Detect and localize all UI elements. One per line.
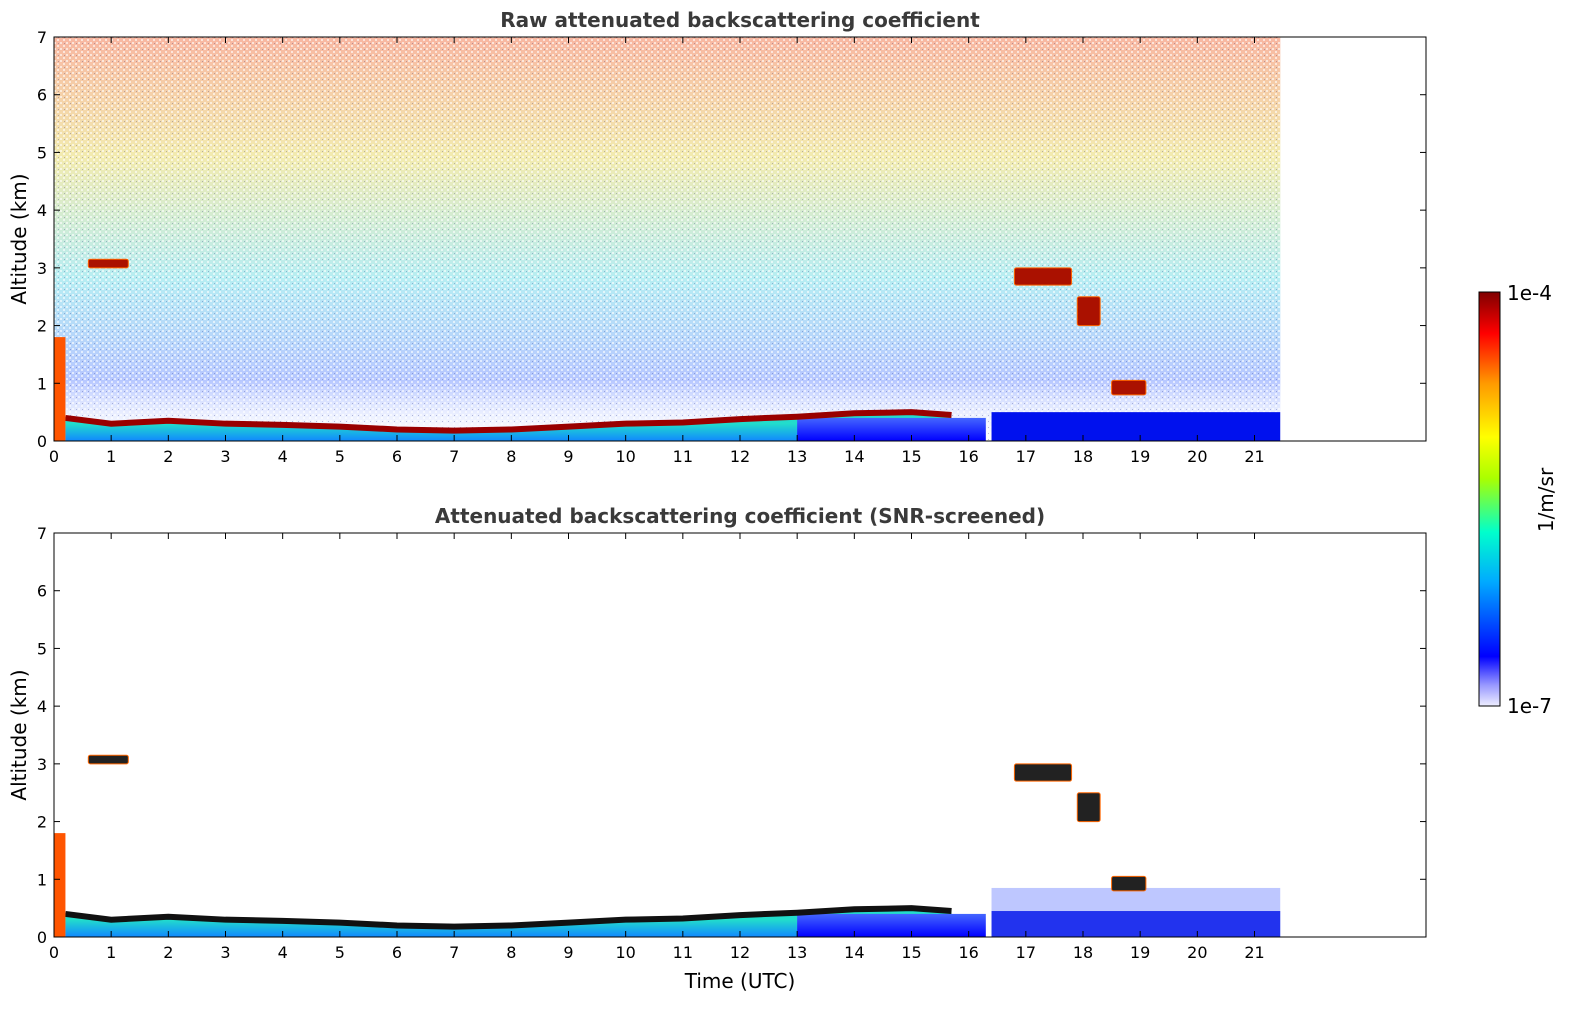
x-tick-label: 2 (163, 447, 173, 466)
cloud-layer (1013, 267, 1073, 286)
cloud-layer (1111, 379, 1147, 396)
raw-low-blue-late (991, 412, 1281, 441)
x-tick-label: 11 (673, 943, 693, 962)
low-blue-region (797, 913, 986, 937)
x-tick-label: 16 (958, 447, 978, 466)
y-tick-label: 1 (37, 374, 47, 393)
x-tick-label: 0 (49, 447, 59, 466)
panel1-y-ticks: 0 1 2 3 4 5 6 7 (37, 28, 1426, 451)
x-tick-label: 4 (278, 447, 288, 466)
panel2-x-ticks: 0 1 2 3 4 5 6 7 8 9 10 11 12 13 14 15 16 17 18 19 20 21 (49, 533, 1265, 962)
boundary-layer-top-line (65, 409, 952, 434)
colorbar: 1e-4 1e-7 1/m/sr (1478, 281, 1558, 718)
x-tick-label: 8 (506, 943, 516, 962)
x-tick-label: 21 (1244, 447, 1264, 466)
y-tick-label: 2 (37, 813, 47, 832)
y-tick-label: 0 (37, 928, 47, 947)
x-tick-label: 5 (335, 943, 345, 962)
y-tick-label: 4 (37, 201, 47, 220)
panel1-data (54, 37, 1281, 441)
x-tick-label: 7 (449, 943, 459, 962)
x-tick-label: 8 (506, 447, 516, 466)
panel2-x-axis-label: Time (UTC) (684, 969, 796, 993)
x-tick-label: 20 (1187, 447, 1207, 466)
x-tick-label: 1 (106, 943, 116, 962)
x-tick-label: 1 (106, 447, 116, 466)
x-tick-label: 9 (563, 447, 573, 466)
x-tick-label: 18 (1073, 447, 1093, 466)
cloud-layer (1013, 763, 1073, 782)
x-tick-label: 17 (1016, 447, 1036, 466)
x-tick-label: 19 (1130, 447, 1150, 466)
panel1-y-axis-label: Altitude (km) (7, 173, 31, 304)
panel2-frame (53, 532, 1427, 938)
colorbar-max-label: 1e-4 (1507, 281, 1552, 305)
panel2-data (54, 754, 1281, 937)
screened-low-blue-late (991, 911, 1281, 937)
x-tick-label: 4 (278, 943, 288, 962)
x-tick-label: 13 (787, 943, 807, 962)
boundary-layer-top-line (65, 905, 952, 930)
y-tick-label: 7 (37, 28, 47, 47)
x-tick-label: 6 (392, 447, 402, 466)
x-tick-label: 13 (787, 447, 807, 466)
y-tick-label: 0 (37, 432, 47, 451)
x-tick-label: 7 (449, 447, 459, 466)
screened-backscatter-panel: Attenuated backscattering coefficient (S… (7, 504, 1427, 993)
y-tick-label: 5 (37, 639, 47, 658)
near-surface-strip (54, 337, 66, 441)
x-tick-label: 3 (220, 943, 230, 962)
y-tick-label: 7 (37, 524, 47, 543)
x-tick-label: 14 (844, 447, 864, 466)
x-tick-label: 3 (220, 447, 230, 466)
y-tick-label: 6 (37, 582, 47, 601)
x-tick-label: 0 (49, 943, 59, 962)
cloud-layer (87, 754, 129, 765)
panel1-x-ticks: 0 1 2 3 4 5 6 7 8 9 10 11 12 13 14 15 16 17 18 19 20 21 (49, 37, 1265, 466)
x-tick-label: 5 (335, 447, 345, 466)
y-tick-label: 2 (37, 317, 47, 336)
y-tick-label: 4 (37, 697, 47, 716)
cloud-layer (1076, 792, 1101, 823)
cloud-layer (1076, 296, 1101, 327)
x-tick-label: 10 (615, 447, 635, 466)
x-tick-label: 15 (901, 943, 921, 962)
x-tick-label: 10 (615, 943, 635, 962)
panel2-y-ticks: 0 1 2 3 4 5 6 7 (37, 524, 1426, 947)
low-blue-region (797, 417, 986, 441)
x-tick-label: 9 (563, 943, 573, 962)
cloud-layer (87, 258, 129, 269)
raw-noise-speckle (54, 37, 1281, 441)
colorbar-min-label: 1e-7 (1507, 694, 1552, 718)
x-tick-label: 11 (673, 447, 693, 466)
x-tick-label: 21 (1244, 943, 1264, 962)
x-tick-label: 19 (1130, 943, 1150, 962)
panel2-title: Attenuated backscattering coefficient (S… (435, 504, 1045, 528)
x-tick-label: 16 (958, 943, 978, 962)
panel1-title: Raw attenuated backscattering coefficien… (500, 8, 980, 32)
y-tick-label: 3 (37, 755, 47, 774)
near-surface-strip (54, 833, 66, 937)
aerosol-layer (65, 908, 952, 937)
x-tick-label: 14 (844, 943, 864, 962)
y-tick-label: 3 (37, 259, 47, 278)
x-tick-label: 18 (1073, 943, 1093, 962)
raw-backscatter-panel: Raw attenuated backscattering coefficien… (7, 8, 1427, 466)
y-tick-label: 6 (37, 86, 47, 105)
panel2-y-axis-label: Altitude (km) (7, 669, 31, 800)
x-tick-label: 20 (1187, 943, 1207, 962)
colorbar-gradient (1478, 291, 1501, 707)
cloud-layer (1111, 875, 1147, 892)
y-tick-label: 1 (37, 870, 47, 889)
colorbar-units-label: 1/m/sr (1534, 467, 1558, 532)
x-tick-label: 12 (730, 447, 750, 466)
x-tick-label: 17 (1016, 943, 1036, 962)
aerosol-layer (65, 412, 952, 441)
x-tick-label: 12 (730, 943, 750, 962)
x-tick-label: 15 (901, 447, 921, 466)
x-tick-label: 2 (163, 943, 173, 962)
x-tick-label: 6 (392, 943, 402, 962)
y-tick-label: 5 (37, 143, 47, 162)
